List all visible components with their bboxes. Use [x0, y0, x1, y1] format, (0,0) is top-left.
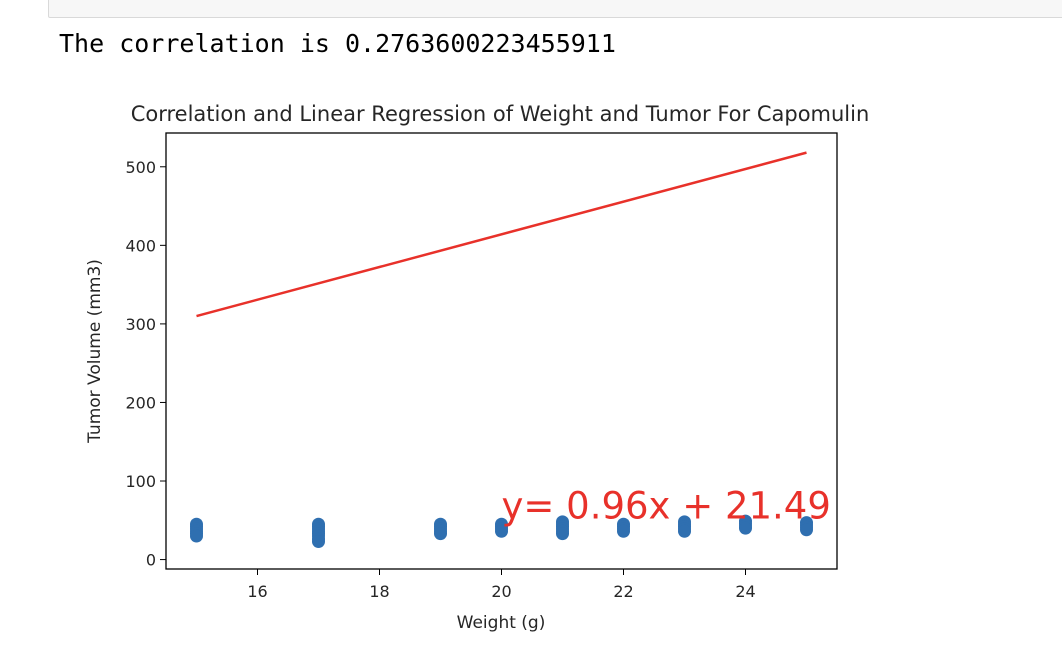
y-tick-label: 200	[125, 393, 156, 412]
y-axis-label: Tumor Volume (mm3)	[85, 259, 105, 444]
y-tick-label: 500	[125, 158, 156, 177]
scatter-point	[190, 529, 203, 543]
regression-equation: y= 0.96x + 21.49	[502, 485, 831, 528]
scatter-point	[495, 524, 508, 538]
y-tick-label: 300	[125, 315, 156, 334]
scatter-point	[434, 527, 447, 541]
x-axis-label: Weight (g)	[457, 613, 546, 633]
regression-line	[196, 151, 807, 318]
scatter-point	[617, 524, 630, 538]
y-tick-label: 0	[146, 551, 156, 570]
scatter-point	[739, 521, 752, 535]
annotation-layer: y= 0.96x + 21.49	[502, 485, 831, 528]
correlation-output: The correlation is 0.2763600223455911	[59, 29, 616, 58]
chart-title: Correlation and Linear Regression of Wei…	[131, 102, 870, 126]
x-axis: 16 18 20 22 24	[247, 569, 756, 601]
x-tick-label: 22	[613, 582, 633, 601]
x-tick-label: 16	[247, 582, 267, 601]
x-tick-label: 20	[491, 582, 511, 601]
x-tick-label: 24	[735, 582, 755, 601]
scatter-point	[312, 535, 325, 549]
x-tick-label: 18	[369, 582, 389, 601]
y-tick-label: 100	[125, 472, 156, 491]
scatter-point	[678, 524, 691, 538]
plot-area	[190, 151, 813, 549]
scatter-point	[556, 527, 569, 541]
y-tick-label: 400	[125, 236, 156, 255]
previous-cell-border	[48, 0, 1062, 18]
scatter-point	[800, 523, 813, 537]
y-axis: 0 100 200 300 400 500	[125, 158, 166, 570]
